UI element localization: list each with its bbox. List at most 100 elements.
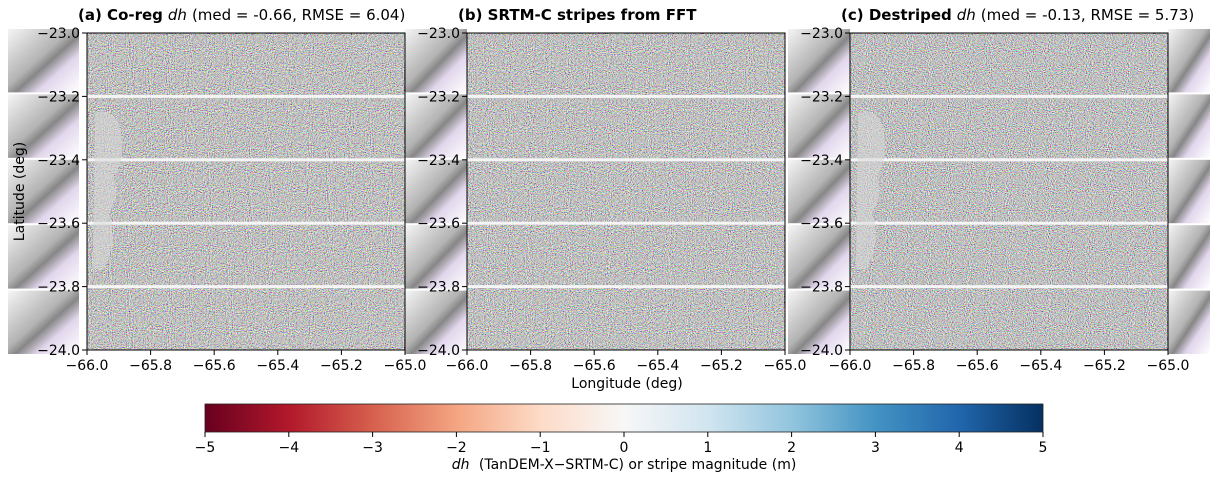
x-tick-label: −65.2 [320,358,363,374]
stripe-line [467,285,785,289]
colorbar-label-var: dh [452,457,470,473]
edge-strip-tile [405,225,467,289]
edge-strip-tile [788,94,850,158]
heatmap-field [467,33,785,350]
colorbar-tick-label: 1 [703,440,712,456]
y-tick-label: −23.8 [800,280,843,296]
artefact-patch [93,111,122,269]
x-tick-label: −65.0 [1147,358,1190,374]
x-tick-label: −66.0 [829,358,872,374]
panel-title-var: dh [168,6,187,24]
x-tick-label: −65.6 [573,358,616,374]
y-tick-label: −24.0 [417,343,460,359]
panel-title-stats: (med = -0.66, RMSE = 6.04) [192,6,405,24]
edge-strip-tile [8,159,79,224]
x-tick-label: −65.8 [509,358,552,374]
panel-title-bold: (a) Co-reg [78,6,163,24]
plot-frame [466,32,786,351]
edge-strip-tile [8,29,79,93]
colorbar-label: dh (TanDEM-X−SRTM-C) or stripe magnitude… [452,457,797,473]
edge-strip-tile [8,225,79,289]
y-tick-label: −23.4 [417,153,460,169]
y-tick-label: −23.6 [800,216,843,232]
heatmap-field [850,33,1168,350]
colorbar-tick-label: 4 [955,440,964,456]
colorbar-tick-label: −2 [446,440,467,456]
edge-strip-tile [788,29,850,93]
colorbar-tick-label: −1 [530,440,551,456]
stripe-line [850,158,1168,162]
colorbar-tick-label: −4 [278,440,299,456]
colorbar-ramp [204,403,1044,433]
y-tick-label: −23.4 [800,153,843,169]
colorbar-tick-label: 5 [1039,440,1048,456]
y-tick-label: −23.2 [37,89,80,105]
x-tick-label: −66.0 [66,358,109,374]
edge-strip-tile [405,290,467,354]
edge-strip-tile [405,29,467,93]
y-tick-label: −23.0 [417,26,460,42]
panel-a: −66.0 −65.8 −65.6 −65.4 −65.2 −65.0 −23.0 −23.2… [37,6,426,374]
y-tick-label: −23.8 [37,280,80,296]
x-axis-label: Longitude (deg) [571,376,682,392]
stripe-line [850,94,1168,98]
edge-strip-tile [1168,159,1210,224]
edge-strip-tile [788,290,850,354]
y-tick-label: −24.0 [37,343,80,359]
x-tick-label: −65.4 [256,358,299,374]
y-tick-label: −23.0 [800,26,843,42]
y-tick-label: −23.2 [800,89,843,105]
colorbar-tick-label: 3 [871,440,880,456]
x-tick-label: −65.6 [193,358,236,374]
panel-title: (c) Destriped dh (med = -0.13, RMSE = 5.73… [841,6,1194,24]
y-tick-label: −23.8 [417,280,460,296]
panel-title-var: dh [957,6,976,24]
y-axis-label: Latitude (deg) [12,142,28,241]
colorbar-label-rest: (TanDEM-X−SRTM-C) or stripe magnitude (m… [479,457,796,473]
x-tick-label: −65.2 [1083,358,1126,374]
colorbar-tick-label: −5 [195,440,216,456]
panel-title: (b) SRTM-C stripes from FFT [458,6,697,24]
y-tick-label: −24.0 [800,343,843,359]
plot-frame [849,32,1169,351]
panel-title-stats: (med = -0.13, RMSE = 5.73) [981,6,1194,24]
edge-strip-tile [1168,94,1210,158]
y-tick-label: −23.6 [417,216,460,232]
edge-strip-tile [405,159,467,224]
edge-strip-tile [405,94,467,158]
x-tick-label: −65.4 [636,358,679,374]
edge-strip-tile [8,290,79,354]
stripe-line [467,158,785,162]
edge-strip-tile [788,159,850,224]
edge-strip-tile [788,225,850,289]
colorbar: −5 −4 −3 −2 −1 0 1 2 3 4 5 dh (TanDEM-X−SRTM-C) or… [195,403,1048,473]
colorbar-tick-label: 0 [620,440,629,456]
panel-title-bold: (b) SRTM-C stripes from FFT [458,6,697,24]
edge-strip-tile [1168,290,1210,354]
x-tick-label: −65.6 [956,358,999,374]
stripe-line [87,158,405,162]
panel-c: −66.0 −65.8 −65.6 −65.4 −65.2 −65.0 −23.0 −23.2… [800,6,1194,374]
edge-strip-tile [1168,225,1210,289]
panel-title-bold: (c) Destriped [841,6,952,24]
y-tick-label: −23.4 [37,153,80,169]
x-tick-label: −65.8 [129,358,172,374]
x-tick-label: −65.0 [384,358,427,374]
colorbar-tick-label: 2 [787,440,796,456]
stripe-line [87,221,405,225]
panel-b: −66.0 −65.8 −65.6 −65.4 −65.2 −65.0 −23.0 −23.2… [417,6,806,374]
stripe-line [850,285,1168,289]
plot-frame [86,32,406,351]
x-tick-label: −65.4 [1019,358,1062,374]
stripe-line [467,94,785,98]
heatmap-field [87,33,405,350]
y-tick-label: −23.0 [37,26,80,42]
stripe-line [850,221,1168,225]
stripe-line [467,221,785,225]
artefact-patch [856,111,885,269]
edge-strip-tile [1168,29,1210,93]
panel-title: (a) Co-reg dh (med = -0.66, RMSE = 6.04) [78,6,405,24]
x-tick-label: −65.8 [892,358,935,374]
edge-strip-tile [8,94,79,158]
